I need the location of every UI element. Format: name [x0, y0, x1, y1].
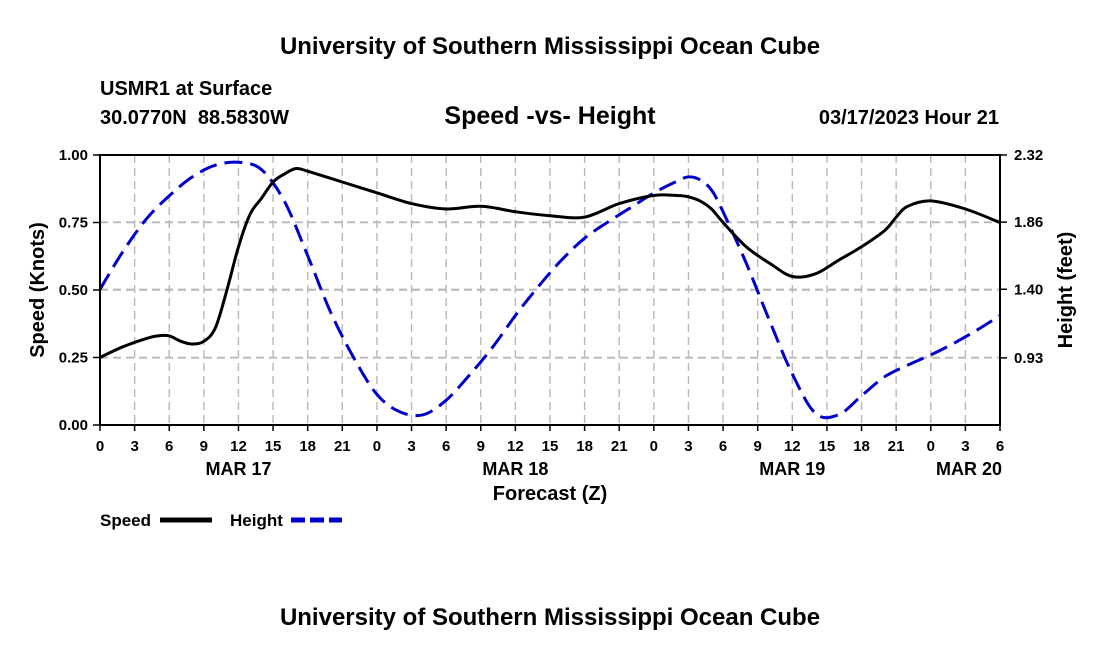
- y-tick-label: 0.50: [59, 282, 88, 299]
- y-tick-label: 0.00: [59, 417, 88, 434]
- y2-tick-label: 0.93: [1014, 350, 1043, 367]
- y-axis-left: 0.00 0.25 0.50 0.75 1.00: [59, 147, 100, 434]
- x-tick-label: 15: [542, 438, 559, 455]
- chart-title: Speed -vs- Height: [444, 102, 656, 130]
- header-title: University of Southern Mississippi Ocean…: [280, 33, 820, 60]
- x-tick-label: 6: [442, 438, 450, 455]
- legend-height-label: Height: [230, 511, 283, 530]
- x-tick-label: 18: [576, 438, 593, 455]
- y-tick-label: 1.00: [59, 147, 88, 164]
- x-tick-label: 0: [96, 438, 104, 455]
- y-axis-right: 0.93 1.40 1.86 2.32: [1000, 147, 1043, 367]
- x-tick-label: 18: [299, 438, 316, 455]
- x-tick-label: 12: [784, 438, 801, 455]
- series-line-speed: [99, 166, 1001, 359]
- x-tick-label: 21: [888, 438, 905, 455]
- x-tick-label: 21: [334, 438, 351, 455]
- day-label: MAR 17: [205, 459, 271, 479]
- y-axis-label: Speed (Knots): [27, 222, 49, 358]
- y-tick-label: 0.25: [59, 350, 88, 367]
- station-coords: 30.0770N 88.5830W: [100, 107, 289, 129]
- x-axis-label: Forecast (Z): [493, 483, 607, 505]
- legend: Speed Height: [100, 511, 342, 530]
- x-tick-label: 6: [165, 438, 173, 455]
- y2-tick-label: 1.86: [1014, 214, 1043, 231]
- x-tick-label: 9: [200, 438, 208, 455]
- station-name: USMR1 at Surface: [100, 78, 272, 100]
- x-tick-label: 18: [853, 438, 870, 455]
- y-tick-label: 0.75: [59, 215, 88, 232]
- x-tick-label: 12: [230, 438, 247, 455]
- forecast-date: 03/17/2023 Hour 21: [819, 107, 999, 129]
- x-tick-label: 3: [961, 438, 969, 455]
- series-line-height: [98, 160, 1001, 420]
- x-tick-label: 3: [684, 438, 692, 455]
- grid-lines: [100, 154, 1000, 425]
- x-tick-label: 0: [650, 438, 658, 455]
- x-axis: 0 3 6 9 12 15 18 21 0 3 6 9 12 15 18 21 0 3 6 9 12 15 18 21 0 3 6 M…: [96, 425, 1004, 479]
- x-tick-label: 0: [927, 438, 935, 455]
- y2-axis-label: Height (feet): [1055, 232, 1077, 349]
- x-tick-label: 15: [819, 438, 836, 455]
- day-label: MAR 19: [759, 459, 825, 479]
- x-tick-label: 15: [265, 438, 282, 455]
- x-tick-label: 6: [719, 438, 727, 455]
- x-tick-label: 6: [996, 438, 1004, 455]
- x-tick-label: 3: [407, 438, 415, 455]
- plot-series: [98, 160, 1001, 420]
- legend-speed-label: Speed: [100, 511, 151, 530]
- x-tick-label: 9: [477, 438, 485, 455]
- x-tick-label: 21: [611, 438, 628, 455]
- day-label: MAR 18: [482, 459, 548, 479]
- x-tick-label: 3: [130, 438, 138, 455]
- x-tick-label: 0: [373, 438, 381, 455]
- day-label: MAR 20: [936, 459, 1002, 479]
- footer-title: University of Southern Mississippi Ocean…: [280, 604, 820, 631]
- x-tick-label: 9: [754, 438, 762, 455]
- y2-tick-label: 1.40: [1014, 281, 1043, 298]
- y2-tick-label: 2.32: [1014, 147, 1043, 164]
- x-tick-label: 12: [507, 438, 524, 455]
